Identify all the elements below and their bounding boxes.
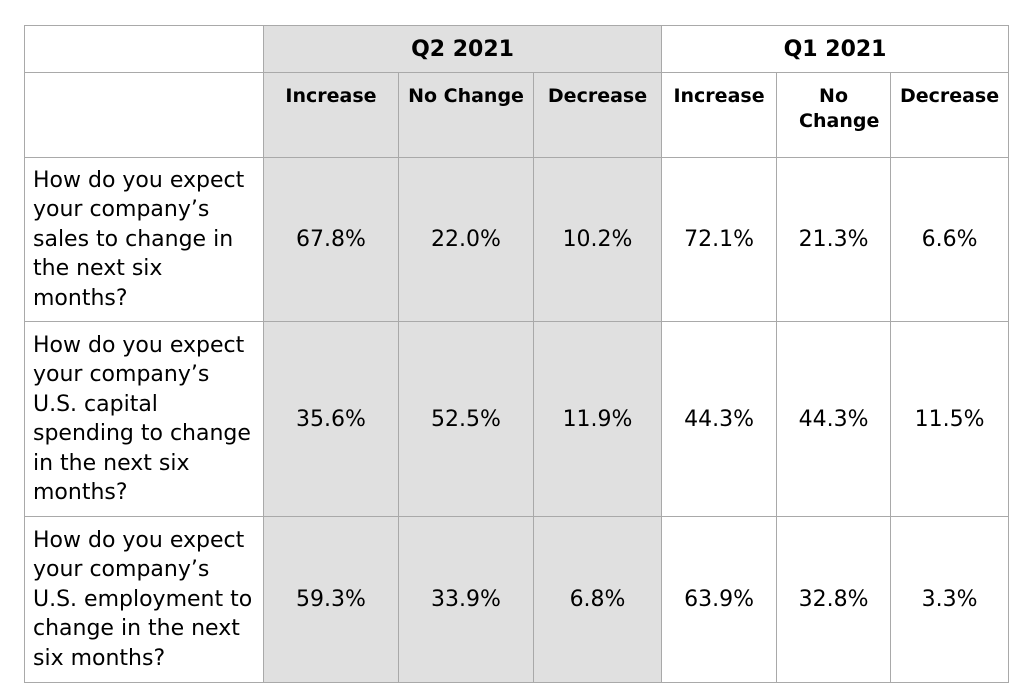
row-question: How do you expect your company’s U.S. em… bbox=[24, 516, 264, 683]
row-question: How do you expect your company’s U.S. ca… bbox=[24, 321, 264, 517]
corner-cell bbox=[24, 25, 264, 73]
column-header-q1-no-change: No Change bbox=[776, 72, 892, 158]
column-header-q2-increase: Increase bbox=[263, 72, 399, 158]
value-cell: 11.9% bbox=[532, 321, 663, 517]
row-question: How do you expect your company’s sales t… bbox=[24, 157, 264, 322]
value-cell: 32.8% bbox=[776, 516, 892, 683]
period-header-q2-2021: Q2 2021 bbox=[262, 25, 663, 73]
period-header-row: Q2 2021 Q1 2021 bbox=[24, 25, 1010, 73]
corner-cell-lower bbox=[24, 72, 264, 158]
table-row: How do you expect your company’s U.S. ca… bbox=[24, 321, 1010, 517]
value-cell: 72.1% bbox=[661, 157, 778, 322]
value-cell: 63.9% bbox=[661, 516, 778, 683]
column-header-q1-increase: Increase bbox=[661, 72, 778, 158]
value-cell: 44.3% bbox=[776, 321, 892, 517]
column-header-q1-decrease: Decrease bbox=[890, 72, 1010, 158]
column-header-q2-decrease: Decrease bbox=[532, 72, 663, 158]
column-header-row: Increase No Change Decrease Increase No … bbox=[24, 72, 1010, 158]
value-cell: 33.9% bbox=[398, 516, 534, 683]
value-cell: 6.8% bbox=[532, 516, 663, 683]
value-cell: 3.3% bbox=[890, 516, 1010, 683]
value-cell: 21.3% bbox=[776, 157, 892, 322]
value-cell: 11.5% bbox=[890, 321, 1010, 517]
value-cell: 67.8% bbox=[263, 157, 399, 322]
value-cell: 59.3% bbox=[263, 516, 399, 683]
period-header-q1-2021: Q1 2021 bbox=[661, 25, 1010, 73]
column-header-q2-no-change: No Change bbox=[398, 72, 534, 158]
value-cell: 44.3% bbox=[661, 321, 778, 517]
value-cell: 35.6% bbox=[263, 321, 399, 517]
value-cell: 22.0% bbox=[398, 157, 534, 322]
survey-table: Q2 2021 Q1 2021 Increase No Change Decre… bbox=[24, 25, 1010, 683]
value-cell: 6.6% bbox=[890, 157, 1010, 322]
value-cell: 52.5% bbox=[398, 321, 534, 517]
value-cell: 10.2% bbox=[532, 157, 663, 322]
table-row: How do you expect your company’s sales t… bbox=[24, 157, 1010, 322]
table-row: How do you expect your company’s U.S. em… bbox=[24, 516, 1010, 683]
